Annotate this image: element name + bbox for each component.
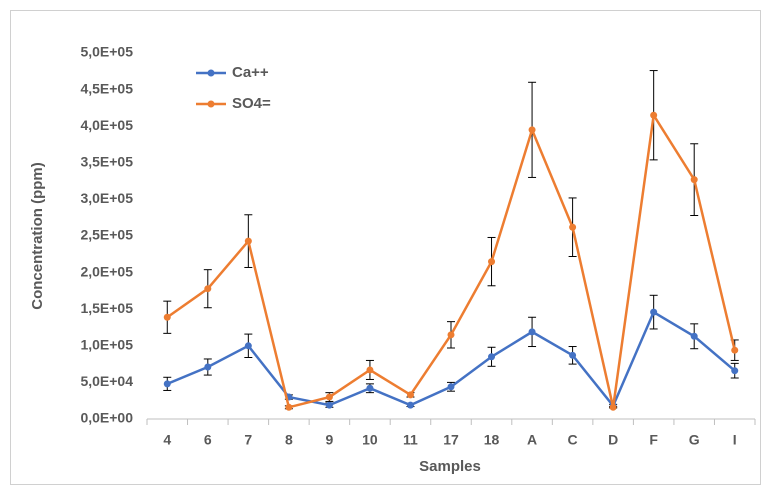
point [650, 111, 658, 119]
point [163, 380, 171, 388]
point [325, 401, 333, 409]
x-tick-label: 6 [204, 432, 212, 448]
x-tick-label: G [689, 432, 700, 448]
point [244, 237, 252, 245]
point [204, 363, 212, 371]
point [569, 223, 577, 231]
legend-marker [207, 69, 215, 77]
point [244, 342, 252, 350]
point [528, 328, 536, 336]
point [406, 401, 414, 409]
point [447, 383, 455, 391]
legend-label: SO4= [232, 95, 271, 112]
y-tick-label: 5,0E+04 [80, 373, 133, 389]
y-tick-label: 2,5E+05 [80, 227, 133, 243]
legend-label: Ca++ [232, 64, 269, 81]
x-tick-label: 9 [326, 432, 334, 448]
y-tick-label: 2,0E+05 [80, 263, 133, 279]
point [366, 384, 374, 392]
y-tick-label: 5,0E+05 [80, 44, 133, 60]
point [569, 351, 577, 359]
point [609, 403, 617, 411]
y-tick-label: 0,0E+00 [80, 410, 133, 426]
x-tick-label: 10 [362, 432, 378, 448]
x-tick-label: 18 [484, 432, 500, 448]
y-tick-label: 4,5E+05 [80, 80, 133, 96]
point [650, 308, 658, 316]
y-tick-label: 3,0E+05 [80, 190, 133, 206]
x-tick-label: 7 [244, 432, 252, 448]
point [325, 393, 333, 401]
x-tick-label: C [568, 432, 578, 448]
point [204, 285, 212, 293]
x-axis-title: Samples [419, 458, 481, 475]
x-tick-label: 8 [285, 432, 293, 448]
point [690, 332, 698, 340]
x-tick-label: 11 [403, 432, 418, 448]
x-tick-label: I [733, 432, 737, 448]
point [690, 176, 698, 184]
x-tick-label: 4 [163, 432, 171, 448]
point [163, 313, 171, 321]
y-tick-label: 3,5E+05 [80, 154, 133, 170]
x-tick-label: 17 [443, 432, 459, 448]
x-tick-label: A [527, 432, 537, 448]
x-tick-label: F [649, 432, 658, 448]
point [488, 258, 496, 266]
point [528, 126, 536, 134]
legend-marker [207, 100, 215, 108]
y-axis-title: Concentration (ppm) [29, 162, 46, 310]
y-tick-label: 4,0E+05 [80, 117, 133, 133]
point [366, 366, 374, 374]
point [488, 353, 496, 361]
x-tick-label: D [608, 432, 618, 448]
point [731, 346, 739, 354]
point [731, 367, 739, 375]
point [447, 331, 455, 339]
y-tick-label: 1,0E+05 [80, 337, 133, 353]
point [406, 391, 414, 399]
point [285, 403, 293, 411]
y-tick-label: 1,5E+05 [80, 300, 133, 316]
